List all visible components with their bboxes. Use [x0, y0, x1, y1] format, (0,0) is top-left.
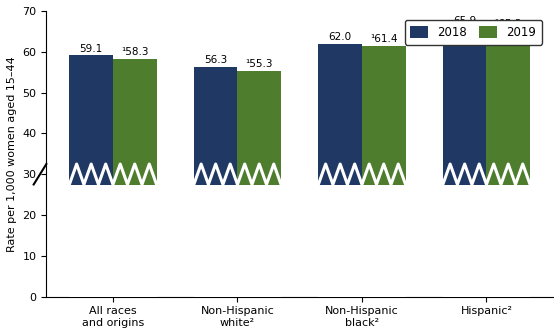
Bar	[319, 44, 362, 297]
Bar	[443, 28, 487, 297]
Legend: 2018, 2019: 2018, 2019	[404, 20, 542, 45]
Text: 65.9: 65.9	[453, 16, 477, 26]
Bar	[113, 59, 157, 297]
Bar	[487, 30, 530, 297]
Bar	[319, 185, 405, 297]
Y-axis label: Rate per 1,000 women aged 15–44: Rate per 1,000 women aged 15–44	[7, 56, 17, 252]
Text: ¹55.3: ¹55.3	[245, 59, 273, 69]
Text: 56.3: 56.3	[204, 55, 227, 65]
Text: ¹65.3: ¹65.3	[494, 18, 522, 28]
Bar	[237, 71, 281, 297]
Bar	[443, 185, 530, 297]
Bar	[194, 185, 281, 297]
Text: 59.1: 59.1	[80, 44, 103, 54]
Bar	[194, 67, 237, 297]
Text: ¹61.4: ¹61.4	[370, 35, 398, 45]
Text: 62.0: 62.0	[329, 32, 352, 42]
Bar	[69, 185, 157, 297]
Bar	[362, 46, 405, 297]
Text: ¹58.3: ¹58.3	[121, 47, 148, 57]
Bar	[69, 56, 113, 297]
